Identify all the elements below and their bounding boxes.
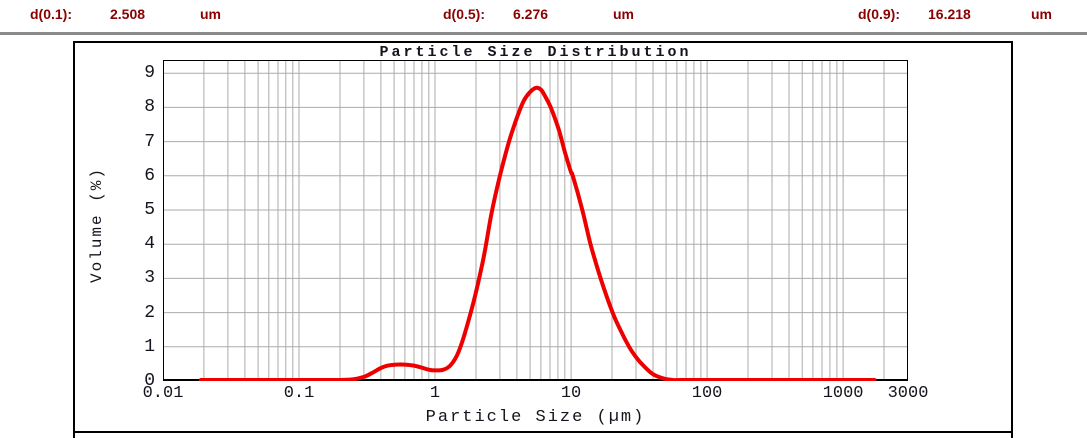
x-tick-label: 3000 (887, 384, 929, 403)
plot-area (163, 60, 908, 381)
percentile-item-d05: d(0.5): 6.276 um (443, 6, 634, 22)
percentile-label: d(0.1): (30, 6, 72, 22)
x-axis-title: Particle Size (µm) (425, 408, 646, 427)
percentile-item-d01: d(0.1): 2.508 um (30, 6, 221, 22)
chart-frame (73, 41, 1013, 433)
y-tick-label: 1 (144, 336, 155, 357)
percentile-label: d(0.9): (858, 6, 900, 22)
y-tick-label: 8 (144, 97, 155, 118)
x-tick-label: 10 (560, 384, 582, 403)
x-tick-label: 100 (691, 384, 723, 403)
percentile-header: d(0.1): 2.508 um d(0.5): 6.276 um d(0.9): 16.… (0, 0, 1087, 30)
x-tick-label: 1000 (822, 384, 864, 403)
y-tick-label: 6 (144, 165, 155, 186)
chart-title: Particle Size Distribution (379, 44, 692, 61)
x-tick-label: 1 (429, 384, 441, 403)
percentile-label: d(0.5): (443, 6, 485, 22)
percentile-unit: um (200, 6, 221, 22)
y-tick-label: 7 (144, 131, 155, 152)
header-divider (0, 32, 1087, 35)
y-axis-title: Volume (%) (88, 167, 106, 284)
percentile-value: 6.276 (513, 6, 549, 22)
y-tick-label: 3 (144, 268, 155, 289)
next-section-edge (73, 433, 1013, 438)
y-tick-label: 0 (144, 371, 155, 391)
plot-border (163, 60, 908, 381)
x-tick-label: 0.1 (283, 384, 315, 403)
percentile-unit: um (1031, 6, 1052, 22)
percentile-unit: um (613, 6, 634, 22)
distribution-curve (198, 85, 877, 381)
percentile-value: 2.508 (110, 6, 146, 22)
y-tick-label: 9 (144, 63, 155, 84)
y-tick-label: 5 (144, 200, 155, 220)
grid-lines (163, 60, 908, 381)
y-tick-label: 2 (144, 302, 155, 323)
percentile-item-d09: d(0.9): 16.218 um (858, 6, 1052, 22)
y-tick-label: 4 (144, 234, 155, 255)
x-tick-label: 0.01 (142, 384, 184, 403)
percentile-value: 16.218 (928, 6, 971, 22)
